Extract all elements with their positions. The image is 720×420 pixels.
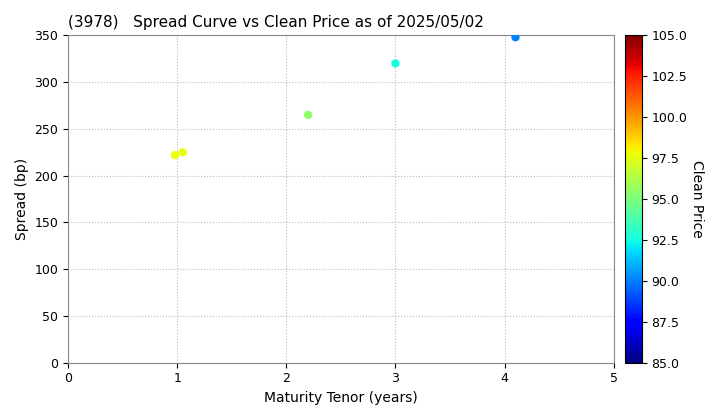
Y-axis label: Clean Price: Clean Price: [690, 160, 704, 238]
Point: [390, 60, 401, 67]
Point: [169, 152, 181, 158]
Point: [302, 111, 314, 118]
Y-axis label: Spread (bp): Spread (bp): [15, 158, 29, 240]
Point: [177, 149, 189, 156]
Point: [510, 34, 521, 41]
X-axis label: Maturity Tenor (years): Maturity Tenor (years): [264, 391, 418, 405]
Text: (3978)   Spread Curve vs Clean Price as of 2025/05/02: (3978) Spread Curve vs Clean Price as of…: [68, 15, 484, 30]
